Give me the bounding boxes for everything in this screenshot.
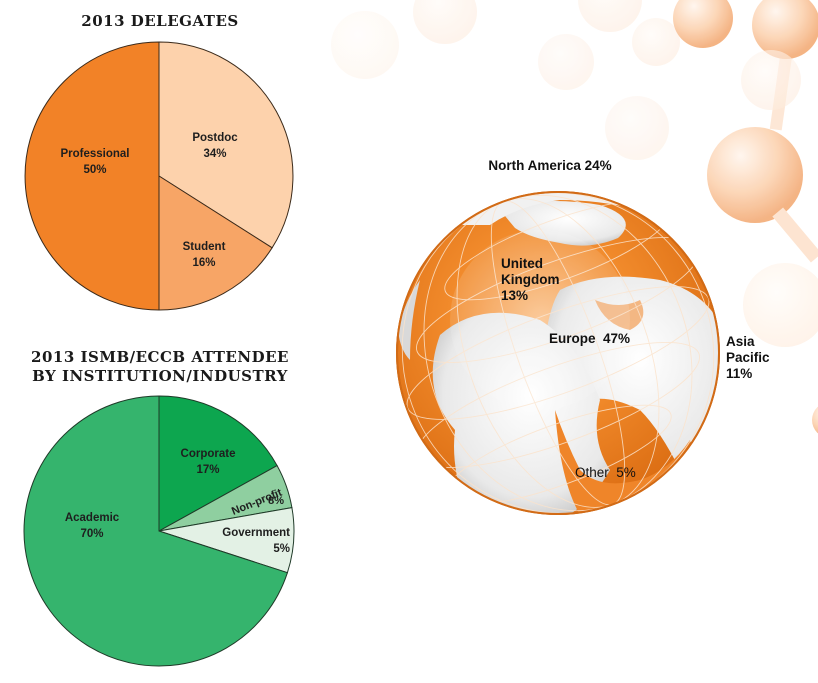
label-uk-line3: 13% xyxy=(501,288,528,303)
pie-slice-professional[interactable] xyxy=(24,41,160,311)
label-europe: Europe 47% xyxy=(549,331,630,346)
institution-title-line1: 2013 ISMB/ECCB ATTENDEE xyxy=(31,348,289,366)
label-uk-line1: United xyxy=(501,256,543,271)
institution-chart-title: 2013 ISMB/ECCB ATTENDEE BY INSTITUTION/I… xyxy=(0,348,320,386)
world-globe xyxy=(396,191,720,515)
label-corporate-name: Corporate xyxy=(181,448,236,460)
label-postdoc-pct: 34% xyxy=(203,148,226,160)
label-student-name: Student xyxy=(183,241,226,253)
label-academic-name: Academic xyxy=(65,512,120,524)
delegates-chart-title: 2013 DELEGATES xyxy=(81,12,239,30)
label-academic-pct: 70% xyxy=(80,528,103,540)
label-government-name: Government xyxy=(222,527,290,539)
label-asia-line1: Asia xyxy=(726,334,755,349)
pie-slice-academic[interactable] xyxy=(23,395,289,667)
land-greenland xyxy=(500,201,626,246)
pie-slice-student[interactable] xyxy=(158,175,273,311)
label-north-america: North America 24% xyxy=(488,158,611,173)
institution-title-line2: BY INSTITUTION/INDUSTRY xyxy=(32,367,288,385)
label-professional-pct: 50% xyxy=(83,164,106,176)
molecule-decoration xyxy=(331,0,818,434)
label-postdoc-name: Postdoc xyxy=(192,132,238,144)
label-other: Other 5% xyxy=(575,465,636,480)
label-corporate-pct: 17% xyxy=(196,464,219,476)
label-asia-line2: Pacific xyxy=(726,350,770,365)
land-west-edge xyxy=(398,280,420,360)
delegates-pie-chart xyxy=(24,41,294,311)
institution-pie-chart xyxy=(23,395,295,667)
pie-slice-postdoc[interactable] xyxy=(158,41,294,249)
label-government-pct: 5% xyxy=(273,543,290,555)
pie-slice-corporate[interactable] xyxy=(158,395,278,532)
label-asia-line3: 11% xyxy=(726,366,752,381)
label-uk-line2: Kingdom xyxy=(501,272,560,287)
label-professional-name: Professional xyxy=(60,148,129,160)
label-nonprofit-pct: 8% xyxy=(268,495,284,507)
label-student-pct: 16% xyxy=(192,257,215,269)
